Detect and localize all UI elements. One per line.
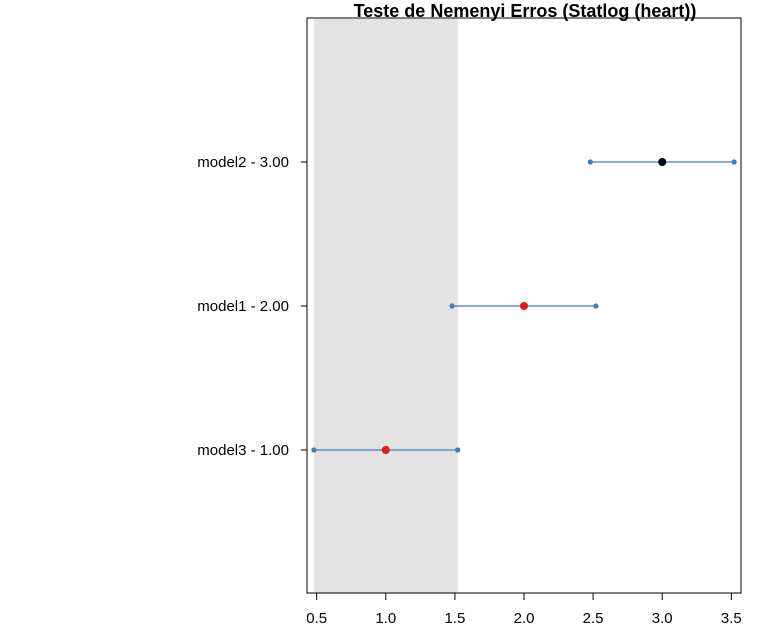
interval-upper-point (593, 303, 599, 309)
interval-lower-point (449, 303, 455, 309)
row-1: model1 - 2.00 (197, 298, 599, 315)
interval-lower-point (587, 159, 593, 165)
x-tick-label: 1.5 (444, 610, 465, 627)
interval-upper-point (731, 159, 737, 165)
chart-title: Teste de Nemenyi Erros (Statlog (heart)) (354, 1, 697, 21)
rows-layer: model2 - 3.00 model1 - 2.00 model3 - 1.00 (197, 154, 737, 459)
x-tick-label: 2.5 (583, 610, 604, 627)
row-label: model2 - 3.00 (197, 154, 289, 171)
row-2: model3 - 1.00 (197, 442, 461, 459)
interval-lower-point (311, 447, 317, 453)
mean-rank-point (658, 158, 667, 166)
x-tick-label: 2.0 (514, 610, 535, 627)
interval-upper-point (455, 447, 461, 453)
mean-rank-point (381, 446, 390, 454)
row-label: model3 - 1.00 (197, 442, 289, 459)
x-tick-label: 1.0 (375, 610, 396, 627)
x-tick-label: 3.0 (652, 610, 673, 627)
x-axis: 0.5 1.0 1.5 2.0 2.5 3.0 3.5 (306, 592, 742, 627)
x-tick-label: 3.5 (721, 610, 742, 627)
critical-difference-band (313, 19, 458, 593)
mean-rank-point (520, 302, 528, 310)
row-label: model1 - 2.00 (197, 298, 289, 315)
critical-band-layer (313, 19, 458, 593)
x-tick-label: 0.5 (306, 610, 327, 627)
row-0: model2 - 3.00 (197, 154, 737, 171)
